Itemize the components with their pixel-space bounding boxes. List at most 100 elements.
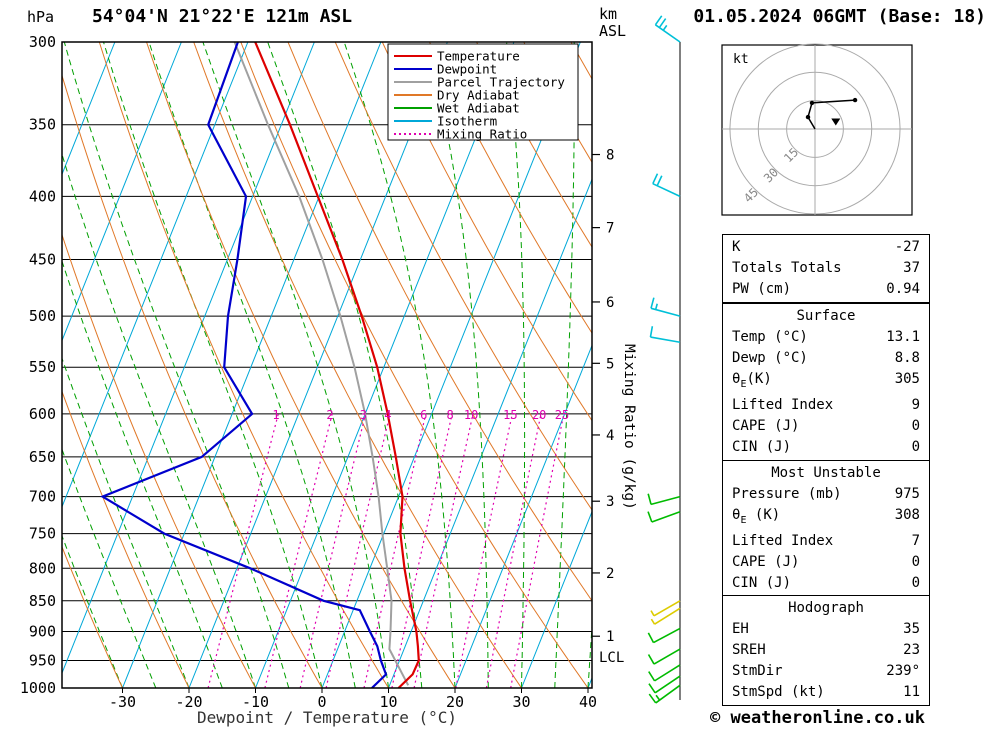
- wet-adiabat-line: [148, 42, 356, 688]
- wind-barb: [647, 648, 681, 665]
- km-unit-line: km: [599, 5, 618, 23]
- table-row-value: 975: [894, 486, 920, 502]
- km-tick-label: 6: [606, 295, 614, 311]
- table-row: CIN (J) 0: [723, 437, 929, 458]
- table-row-value: 0: [911, 553, 920, 570]
- table-row-value: 308: [894, 507, 920, 523]
- sounding-profiles: [100, 42, 420, 688]
- table-row-label: EH: [732, 621, 749, 637]
- pressure-tick-label: 700: [29, 488, 56, 506]
- table-row: StmDir 239°: [723, 661, 929, 682]
- table-row-value: 0.94: [886, 281, 920, 297]
- isotherm-line: [62, 42, 182, 342]
- isotherm-line: [62, 42, 116, 176]
- hodograph-trace-dot: [809, 100, 815, 106]
- table-row-label: θE(K): [732, 371, 772, 390]
- indices-rows: K -27 Totals Totals 37 PW (cm) 0.94: [723, 237, 929, 300]
- isotherm-line: [454, 344, 592, 688]
- wet-adiabat-line: [554, 42, 575, 688]
- parcel-trajectory-curve: [233, 42, 410, 686]
- isotherm-line: [321, 42, 581, 688]
- dry-adiabat-line: [62, 73, 323, 688]
- wet-adiabat-line: [427, 42, 489, 688]
- wind-barb: [650, 297, 681, 317]
- isotherm-line: [62, 42, 315, 675]
- dry-adiabat-line: [62, 545, 123, 688]
- isotherm-line: [255, 42, 515, 688]
- chart-frame: [61, 41, 593, 689]
- isotherm-line: [188, 42, 448, 688]
- copyright-link[interactable]: © weatheronline.co.uk: [710, 708, 925, 728]
- table-row-label: PW (cm): [732, 281, 792, 297]
- isotherm-line: [388, 177, 592, 688]
- wind-barb-staff: [654, 675, 681, 694]
- wind-barb-staff: [652, 182, 681, 198]
- temp-tick-label: 10: [379, 693, 397, 711]
- legend-label: Parcel Trajectory: [437, 75, 565, 90]
- temp-tick-label: 40: [579, 693, 597, 711]
- wind-barb-staff: [651, 510, 681, 523]
- km-tick-label: 2: [606, 566, 614, 582]
- wind-barb-half-feather: [650, 610, 655, 617]
- mixing-ratio-line: [299, 413, 367, 688]
- legend-box: [387, 43, 579, 141]
- hodograph-ring: [757, 71, 873, 187]
- most-unstable-table-header: Most Unstable: [771, 465, 881, 481]
- table-row: θE (K) 308: [723, 505, 929, 531]
- table-row: Totals Totals 37: [723, 258, 929, 279]
- legend-label: Isotherm: [437, 114, 497, 129]
- indices-table: K -27 Totals Totals 37 PW (cm) 0.94: [722, 234, 930, 303]
- wind-barb: [654, 15, 681, 43]
- wind-barb-column: [647, 15, 681, 704]
- table-row: CAPE (J) 0: [723, 416, 929, 437]
- table-row-label: Lifted Index: [732, 396, 834, 413]
- surface-table-header: Surface: [796, 308, 856, 324]
- hodograph-rows: EH 35 SREH 23 StmDir 239° StmSpd (kt) 11: [723, 619, 929, 703]
- km-tick-label: 5: [606, 356, 614, 372]
- wind-barb-staff: [653, 627, 681, 644]
- wind-barb-staff: [650, 336, 681, 344]
- wind-barb: [648, 675, 681, 694]
- wind-barb-feather: [649, 326, 654, 338]
- pressure-tick-label: 1000: [20, 679, 56, 697]
- table-row: EH 35: [723, 619, 929, 640]
- table-row: StmSpd (kt) 11: [723, 682, 929, 703]
- pressure-tick-label: 400: [29, 187, 56, 205]
- km-tick-label: 4: [606, 428, 614, 444]
- isotherm-line: [62, 42, 249, 509]
- table-row: Lifted Index 7: [723, 531, 929, 552]
- table-row-value: 37: [903, 260, 920, 276]
- plot-border: [61, 41, 593, 689]
- table-row-value: 13.1: [886, 329, 920, 345]
- mixing-ratio-value-label: 8: [446, 408, 453, 422]
- wet-adiabat-line: [343, 42, 456, 688]
- pressure-tick-label: 900: [29, 622, 56, 640]
- table-row: Temp (°C) 13.1: [723, 327, 929, 348]
- table-row-label: Lifted Index: [732, 532, 834, 549]
- wind-barb-feather: [648, 693, 657, 704]
- table-row-value: 8.8: [894, 350, 920, 366]
- mixing-ratio-line: [510, 413, 565, 688]
- mixing-ratio-line: [413, 413, 474, 688]
- table-row-value: 239°: [886, 663, 920, 679]
- mixing-ratio-line: [363, 413, 427, 688]
- wet-adiabat-line: [62, 447, 157, 688]
- pressure-tick-label: 800: [29, 559, 56, 577]
- wet-adiabat-line: [62, 152, 256, 688]
- wet-adiabat-line: [267, 42, 423, 688]
- datetime-title: 01.05.2024 06GMT (Base: 18): [693, 6, 986, 27]
- temp-tick-label: -10: [242, 693, 269, 711]
- pressure-tick-label: 500: [29, 307, 56, 325]
- wind-barb-feather: [658, 18, 667, 29]
- dry-adiabat-line: [62, 233, 256, 688]
- wind-barb-feather: [647, 511, 653, 523]
- temp-tick-label: 30: [512, 693, 530, 711]
- wind-barb-feather: [654, 15, 663, 26]
- temp-tick-label: -30: [109, 693, 136, 711]
- hodograph-table-header: Hodograph: [788, 600, 864, 616]
- mixing-ratio-line: [264, 413, 333, 688]
- pressure-tick-label: 750: [29, 525, 56, 543]
- mixing-ratio-lines: [207, 413, 565, 688]
- wet-adiabat-line: [62, 357, 190, 688]
